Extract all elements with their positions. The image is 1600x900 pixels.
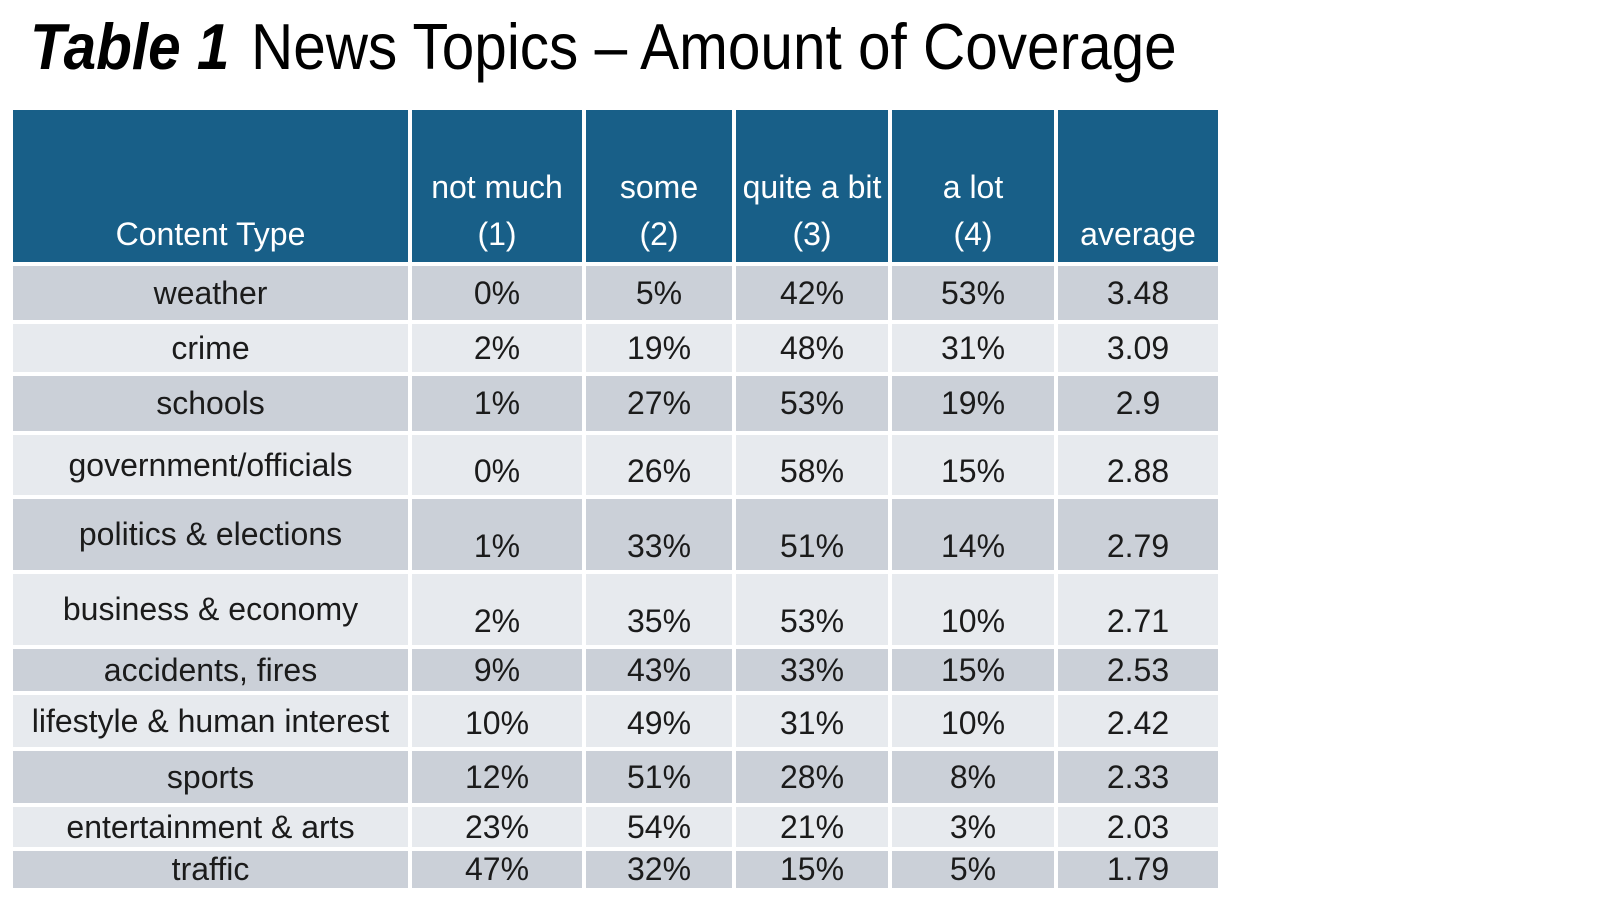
table-row: accidents, fires 9% 43% 33% 15% 2.53 xyxy=(13,649,1218,691)
table-row: lifestyle & human interest 10% 49% 31% 1… xyxy=(13,695,1218,747)
table-cell: 15% xyxy=(736,851,888,888)
table-row: politics & elections 1% 33% 51% 14% 2.79 xyxy=(13,499,1218,570)
table-cell: 2.53 xyxy=(1058,649,1218,691)
table-row: sports 12% 51% 28% 8% 2.33 xyxy=(13,751,1218,803)
header-line1: some xyxy=(619,169,699,205)
header-line2: Content Type xyxy=(115,216,306,252)
table-cell: 0% xyxy=(412,435,582,495)
table-cell: 3% xyxy=(892,807,1054,847)
column-header-average: average xyxy=(1058,110,1218,262)
table-cell: 14% xyxy=(892,499,1054,570)
table-row: entertainment & arts 23% 54% 21% 3% 2.03 xyxy=(13,807,1218,847)
table-cell: 10% xyxy=(412,695,582,747)
row-label: traffic xyxy=(13,851,408,888)
table-cell: 53% xyxy=(736,376,888,431)
table-cell: 33% xyxy=(736,649,888,691)
table-cell: 53% xyxy=(736,574,888,645)
table-cell: 1% xyxy=(412,499,582,570)
table-cell: 51% xyxy=(586,751,732,803)
table-cell: 23% xyxy=(412,807,582,847)
table-row: government/officials 0% 26% 58% 15% 2.88 xyxy=(13,435,1218,495)
table-cell: 8% xyxy=(892,751,1054,803)
row-label: lifestyle & human interest xyxy=(13,695,408,747)
row-label: schools xyxy=(13,376,408,431)
row-label: sports xyxy=(13,751,408,803)
table-row: weather 0% 5% 42% 53% 3.48 xyxy=(13,266,1218,320)
column-header-content-type: Content Type xyxy=(13,110,408,262)
table-cell: 10% xyxy=(892,695,1054,747)
table-cell: 2% xyxy=(412,574,582,645)
table-cell: 42% xyxy=(736,266,888,320)
table-cell: 47% xyxy=(412,851,582,888)
table-cell: 2.71 xyxy=(1058,574,1218,645)
table-row: traffic 47% 32% 15% 5% 1.79 xyxy=(13,851,1218,888)
table-cell: 3.09 xyxy=(1058,324,1218,372)
header-row: Content Type not much (1) some (2) quite… xyxy=(13,110,1218,262)
header-line2: average xyxy=(1080,216,1196,252)
table-cell: 2.03 xyxy=(1058,807,1218,847)
header-line1: quite a bit xyxy=(742,169,882,205)
table-cell: 26% xyxy=(586,435,732,495)
table-cell: 32% xyxy=(586,851,732,888)
table-cell: 49% xyxy=(586,695,732,747)
table-cell: 19% xyxy=(586,324,732,372)
table-cell: 2.33 xyxy=(1058,751,1218,803)
table-cell: 19% xyxy=(892,376,1054,431)
row-label: business & economy xyxy=(13,574,408,645)
table-cell: 2.9 xyxy=(1058,376,1218,431)
table-row: crime 2% 19% 48% 31% 3.09 xyxy=(13,324,1218,372)
table-cell: 15% xyxy=(892,435,1054,495)
table-cell: 43% xyxy=(586,649,732,691)
table-cell: 12% xyxy=(412,751,582,803)
header-line2: (4) xyxy=(953,216,993,252)
table-cell: 1% xyxy=(412,376,582,431)
row-label: weather xyxy=(13,266,408,320)
table-cell: 54% xyxy=(586,807,732,847)
table-cell: 58% xyxy=(736,435,888,495)
table-number-label: Table 1 xyxy=(30,10,230,83)
coverage-table: Content Type not much (1) some (2) quite… xyxy=(9,106,1222,892)
table-cell: 15% xyxy=(892,649,1054,691)
table-cell: 51% xyxy=(736,499,888,570)
table-cell: 5% xyxy=(892,851,1054,888)
header-line2: (2) xyxy=(639,216,679,252)
table-cell: 31% xyxy=(736,695,888,747)
column-header-some: some (2) xyxy=(586,110,732,262)
table-cell: 35% xyxy=(586,574,732,645)
table-cell: 1.79 xyxy=(1058,851,1218,888)
column-header-quite-a-bit: quite a bit (3) xyxy=(736,110,888,262)
row-label: accidents, fires xyxy=(13,649,408,691)
row-label: entertainment & arts xyxy=(13,807,408,847)
column-header-not-much: not much (1) xyxy=(412,110,582,262)
header-line1: not much xyxy=(431,169,563,205)
table-cell: 21% xyxy=(736,807,888,847)
table-cell: 48% xyxy=(736,324,888,372)
header-line2: (3) xyxy=(792,216,832,252)
table-row: schools 1% 27% 53% 19% 2.9 xyxy=(13,376,1218,431)
table-cell: 0% xyxy=(412,266,582,320)
table-cell: 2.42 xyxy=(1058,695,1218,747)
table-cell: 2% xyxy=(412,324,582,372)
table-title-text: News Topics – Amount of Coverage xyxy=(251,10,1177,83)
table-cell: 31% xyxy=(892,324,1054,372)
table-cell: 53% xyxy=(892,266,1054,320)
table-cell: 33% xyxy=(586,499,732,570)
table-cell: 9% xyxy=(412,649,582,691)
table-cell: 10% xyxy=(892,574,1054,645)
row-label: politics & elections xyxy=(13,499,408,570)
table-row: business & economy 2% 35% 53% 10% 2.71 xyxy=(13,574,1218,645)
header-line1: a lot xyxy=(942,169,1004,205)
header-line2: (1) xyxy=(477,216,517,252)
row-label: crime xyxy=(13,324,408,372)
table-cell: 2.88 xyxy=(1058,435,1218,495)
column-header-a-lot: a lot (4) xyxy=(892,110,1054,262)
table-cell: 3.48 xyxy=(1058,266,1218,320)
page-title: Table 1 News Topics – Amount of Coverage xyxy=(30,10,1177,85)
table-cell: 5% xyxy=(586,266,732,320)
table-cell: 27% xyxy=(586,376,732,431)
row-label: government/officials xyxy=(13,435,408,495)
table-cell: 2.79 xyxy=(1058,499,1218,570)
table-cell: 28% xyxy=(736,751,888,803)
